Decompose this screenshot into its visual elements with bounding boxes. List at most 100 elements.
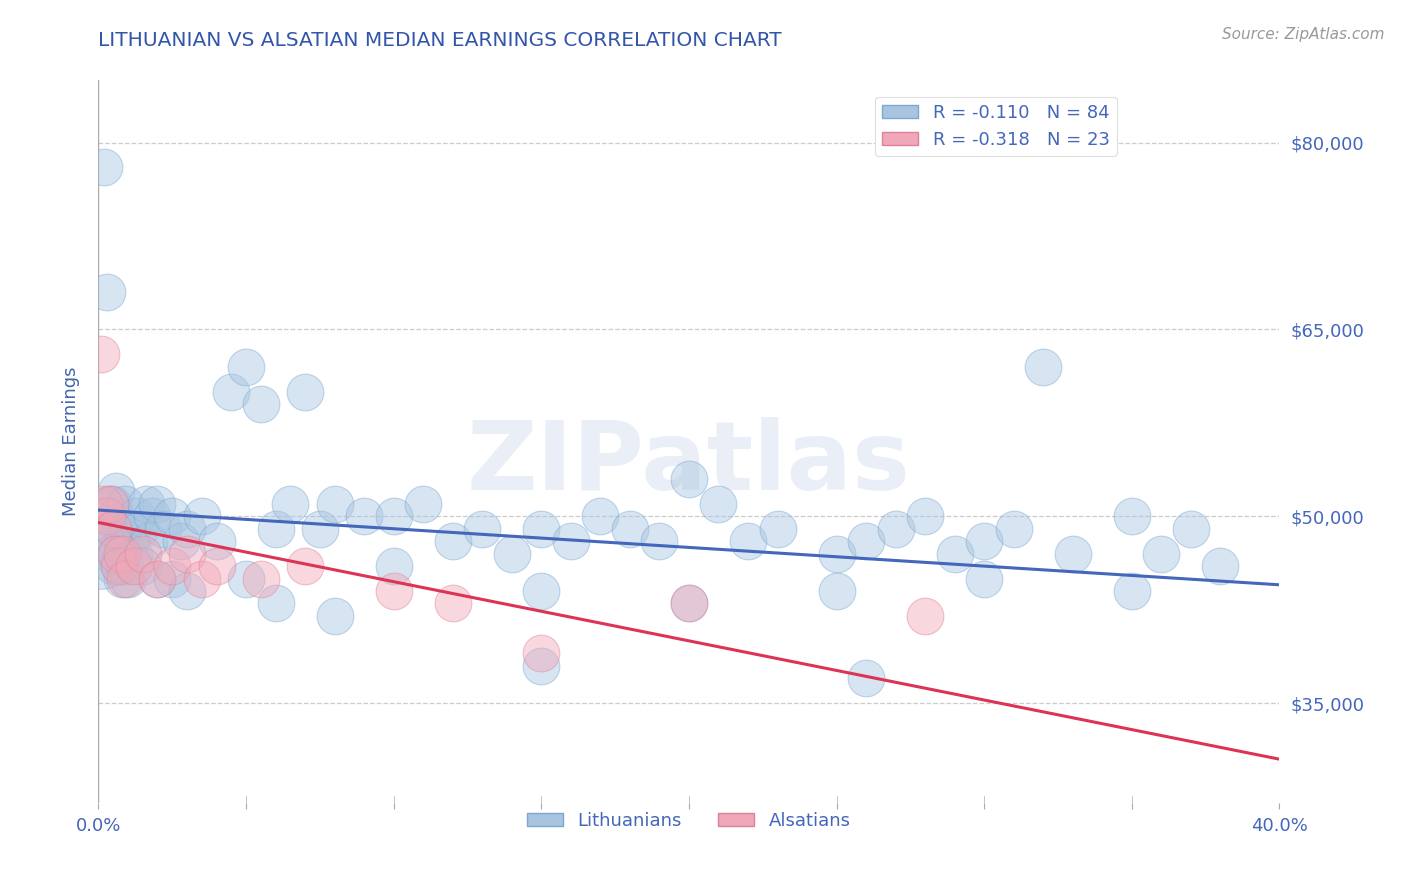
Point [132,559,155,574]
Point [103,522,125,536]
Point [90,347,112,361]
Point [973,534,995,549]
Point [162,509,183,524]
Point [221,384,243,399]
Point [294,559,316,574]
Point [501,547,523,561]
Point [117,522,139,536]
Point [235,572,257,586]
Point [152,522,174,536]
Point [323,497,346,511]
Point [382,559,405,574]
Point [235,359,257,374]
Point [111,534,134,549]
Point [98,547,121,561]
Point [146,572,169,586]
Point [914,509,936,524]
Y-axis label: Median Earnings: Median Earnings [62,367,80,516]
Point [120,534,142,549]
Point [111,572,134,586]
Point [114,572,136,586]
Point [530,584,553,599]
Point [707,497,730,511]
Point [108,559,131,574]
Point [264,522,287,536]
Point [162,572,183,586]
Point [98,497,121,511]
Point [943,547,966,561]
Point [560,534,582,549]
Point [825,547,848,561]
Text: ZIPatlas: ZIPatlas [467,417,911,509]
Point [412,497,434,511]
Point [530,522,553,536]
Point [138,534,160,549]
Point [678,597,700,611]
Point [1032,359,1054,374]
Point [98,497,121,511]
Point [128,522,150,536]
Point [441,597,464,611]
Point [96,285,118,299]
Point [323,609,346,624]
Point [105,509,128,524]
Legend: Lithuanians, Alsatians: Lithuanians, Alsatians [520,805,858,837]
Point [382,584,405,599]
Point [280,497,302,511]
Point [766,522,789,536]
Point [108,522,131,536]
Point [96,509,118,524]
Point [103,497,125,511]
Point [855,534,877,549]
Point [589,509,612,524]
Point [737,534,759,549]
Point [108,559,131,574]
Point [90,547,112,561]
Point [1002,522,1025,536]
Point [914,609,936,624]
Point [105,547,128,561]
Point [530,646,553,660]
Point [250,397,273,411]
Point [441,534,464,549]
Point [105,484,128,499]
Point [825,584,848,599]
Point [353,509,375,524]
Point [294,384,316,399]
Point [176,547,198,561]
Point [176,522,198,536]
Point [855,671,877,685]
Point [1121,584,1143,599]
Point [114,497,136,511]
Point [884,522,907,536]
Point [117,572,139,586]
Point [1121,509,1143,524]
Point [103,559,125,574]
Point [309,522,332,536]
Point [205,534,228,549]
Point [1062,547,1084,561]
Point [105,547,128,561]
Point [678,472,700,486]
Point [471,522,494,536]
Point [146,497,169,511]
Point [96,534,118,549]
Point [141,509,163,524]
Point [162,559,183,574]
Point [191,572,214,586]
Point [973,572,995,586]
Point [678,597,700,611]
Point [619,522,641,536]
Point [135,497,157,511]
Point [114,559,136,574]
Text: LITHUANIAN VS ALSATIAN MEDIAN EARNINGS CORRELATION CHART: LITHUANIAN VS ALSATIAN MEDIAN EARNINGS C… [98,31,782,50]
Point [125,509,148,524]
Point [170,534,193,549]
Point [122,559,145,574]
Point [191,509,214,524]
Point [93,161,115,175]
Point [176,584,198,599]
Point [122,547,145,561]
Point [530,658,553,673]
Point [264,597,287,611]
